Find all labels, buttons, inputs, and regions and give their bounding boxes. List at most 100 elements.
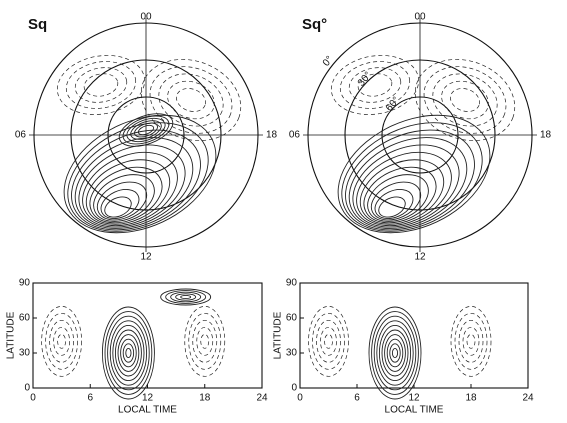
contour	[357, 73, 393, 97]
contour	[78, 144, 186, 228]
x-tick-label: 24	[522, 393, 534, 404]
x-tick-label: 24	[256, 393, 268, 404]
contour	[466, 333, 476, 349]
contour	[341, 122, 483, 232]
contour	[192, 319, 218, 363]
contour	[378, 196, 406, 218]
contour	[374, 189, 414, 219]
contour	[96, 181, 148, 221]
y-tick-label: 60	[286, 313, 298, 324]
contour	[316, 319, 341, 363]
latitude-label: 30°	[356, 70, 374, 89]
contour	[339, 61, 411, 109]
contour	[45, 312, 78, 370]
contour	[200, 333, 210, 349]
contour	[324, 333, 333, 349]
contour	[63, 114, 217, 234]
contour	[432, 73, 498, 127]
hour-label: 00	[414, 12, 426, 23]
contour	[53, 326, 70, 356]
contour	[165, 290, 207, 304]
latitude-label: 0°	[321, 54, 336, 68]
contour	[352, 144, 460, 228]
contour	[363, 166, 437, 224]
contour	[337, 114, 491, 234]
contour	[367, 174, 429, 222]
contour	[149, 66, 233, 134]
contour	[345, 129, 475, 231]
contour	[122, 115, 170, 145]
x-tick-label: 6	[87, 393, 93, 404]
y-tick-label: 0	[291, 383, 297, 394]
hour-label: 06	[15, 130, 27, 141]
contour	[458, 319, 484, 363]
contour	[441, 80, 489, 120]
contour	[184, 305, 226, 377]
contour	[389, 343, 401, 363]
contour	[378, 324, 412, 382]
contour	[348, 67, 402, 103]
contour	[104, 196, 132, 218]
contour	[112, 324, 145, 382]
contour	[312, 312, 345, 370]
y-tick-label: 90	[286, 278, 298, 289]
contour	[117, 334, 140, 372]
contour	[370, 181, 422, 221]
contour	[74, 67, 128, 103]
contour	[386, 338, 404, 368]
contour	[348, 137, 468, 229]
contour	[196, 326, 214, 356]
contour	[140, 59, 242, 141]
contour	[125, 347, 132, 359]
x-tick-label: 18	[465, 393, 477, 404]
y-tick-label: 30	[286, 348, 298, 359]
contour	[109, 320, 148, 386]
x-tick-label: 6	[354, 393, 360, 404]
contour	[130, 120, 162, 140]
hour-label: 12	[414, 252, 426, 263]
hour-label: 18	[266, 130, 278, 141]
contour	[74, 137, 194, 229]
contour	[371, 311, 419, 395]
contour	[308, 305, 349, 377]
contour	[381, 329, 409, 377]
contour	[107, 315, 150, 391]
contour	[384, 334, 406, 372]
contour	[170, 291, 202, 303]
contour	[57, 333, 66, 349]
contour	[137, 124, 155, 136]
contour	[175, 293, 197, 301]
plot-frame	[32, 282, 263, 389]
contour	[122, 343, 135, 363]
x-tick-label: 0	[297, 393, 303, 404]
contour	[180, 294, 192, 300]
panel-label: Sq	[28, 16, 47, 33]
contour	[454, 312, 488, 370]
hour-label: 18	[540, 130, 552, 141]
contour	[82, 151, 178, 227]
contour	[376, 320, 414, 386]
y-tick-label: 60	[19, 313, 31, 324]
contour	[65, 61, 137, 109]
contour	[373, 315, 417, 391]
x-tick-label: 12	[142, 393, 154, 404]
contour	[356, 151, 452, 227]
contour	[49, 319, 74, 363]
panel-label: Sq°	[302, 16, 327, 33]
y-tick-label: 30	[19, 348, 31, 359]
contour	[93, 174, 155, 222]
contour	[104, 311, 153, 395]
contour	[391, 347, 399, 359]
contour	[83, 73, 119, 97]
hour-label: 00	[140, 12, 152, 23]
x-tick-label: 0	[30, 393, 36, 404]
contour	[176, 88, 206, 112]
contour	[188, 312, 222, 370]
hour-label: 06	[289, 130, 301, 141]
contour	[160, 288, 212, 306]
contour	[423, 66, 507, 134]
x-axis-label: LOCAL TIME	[118, 405, 177, 416]
contour	[120, 338, 137, 368]
contour	[71, 129, 201, 231]
